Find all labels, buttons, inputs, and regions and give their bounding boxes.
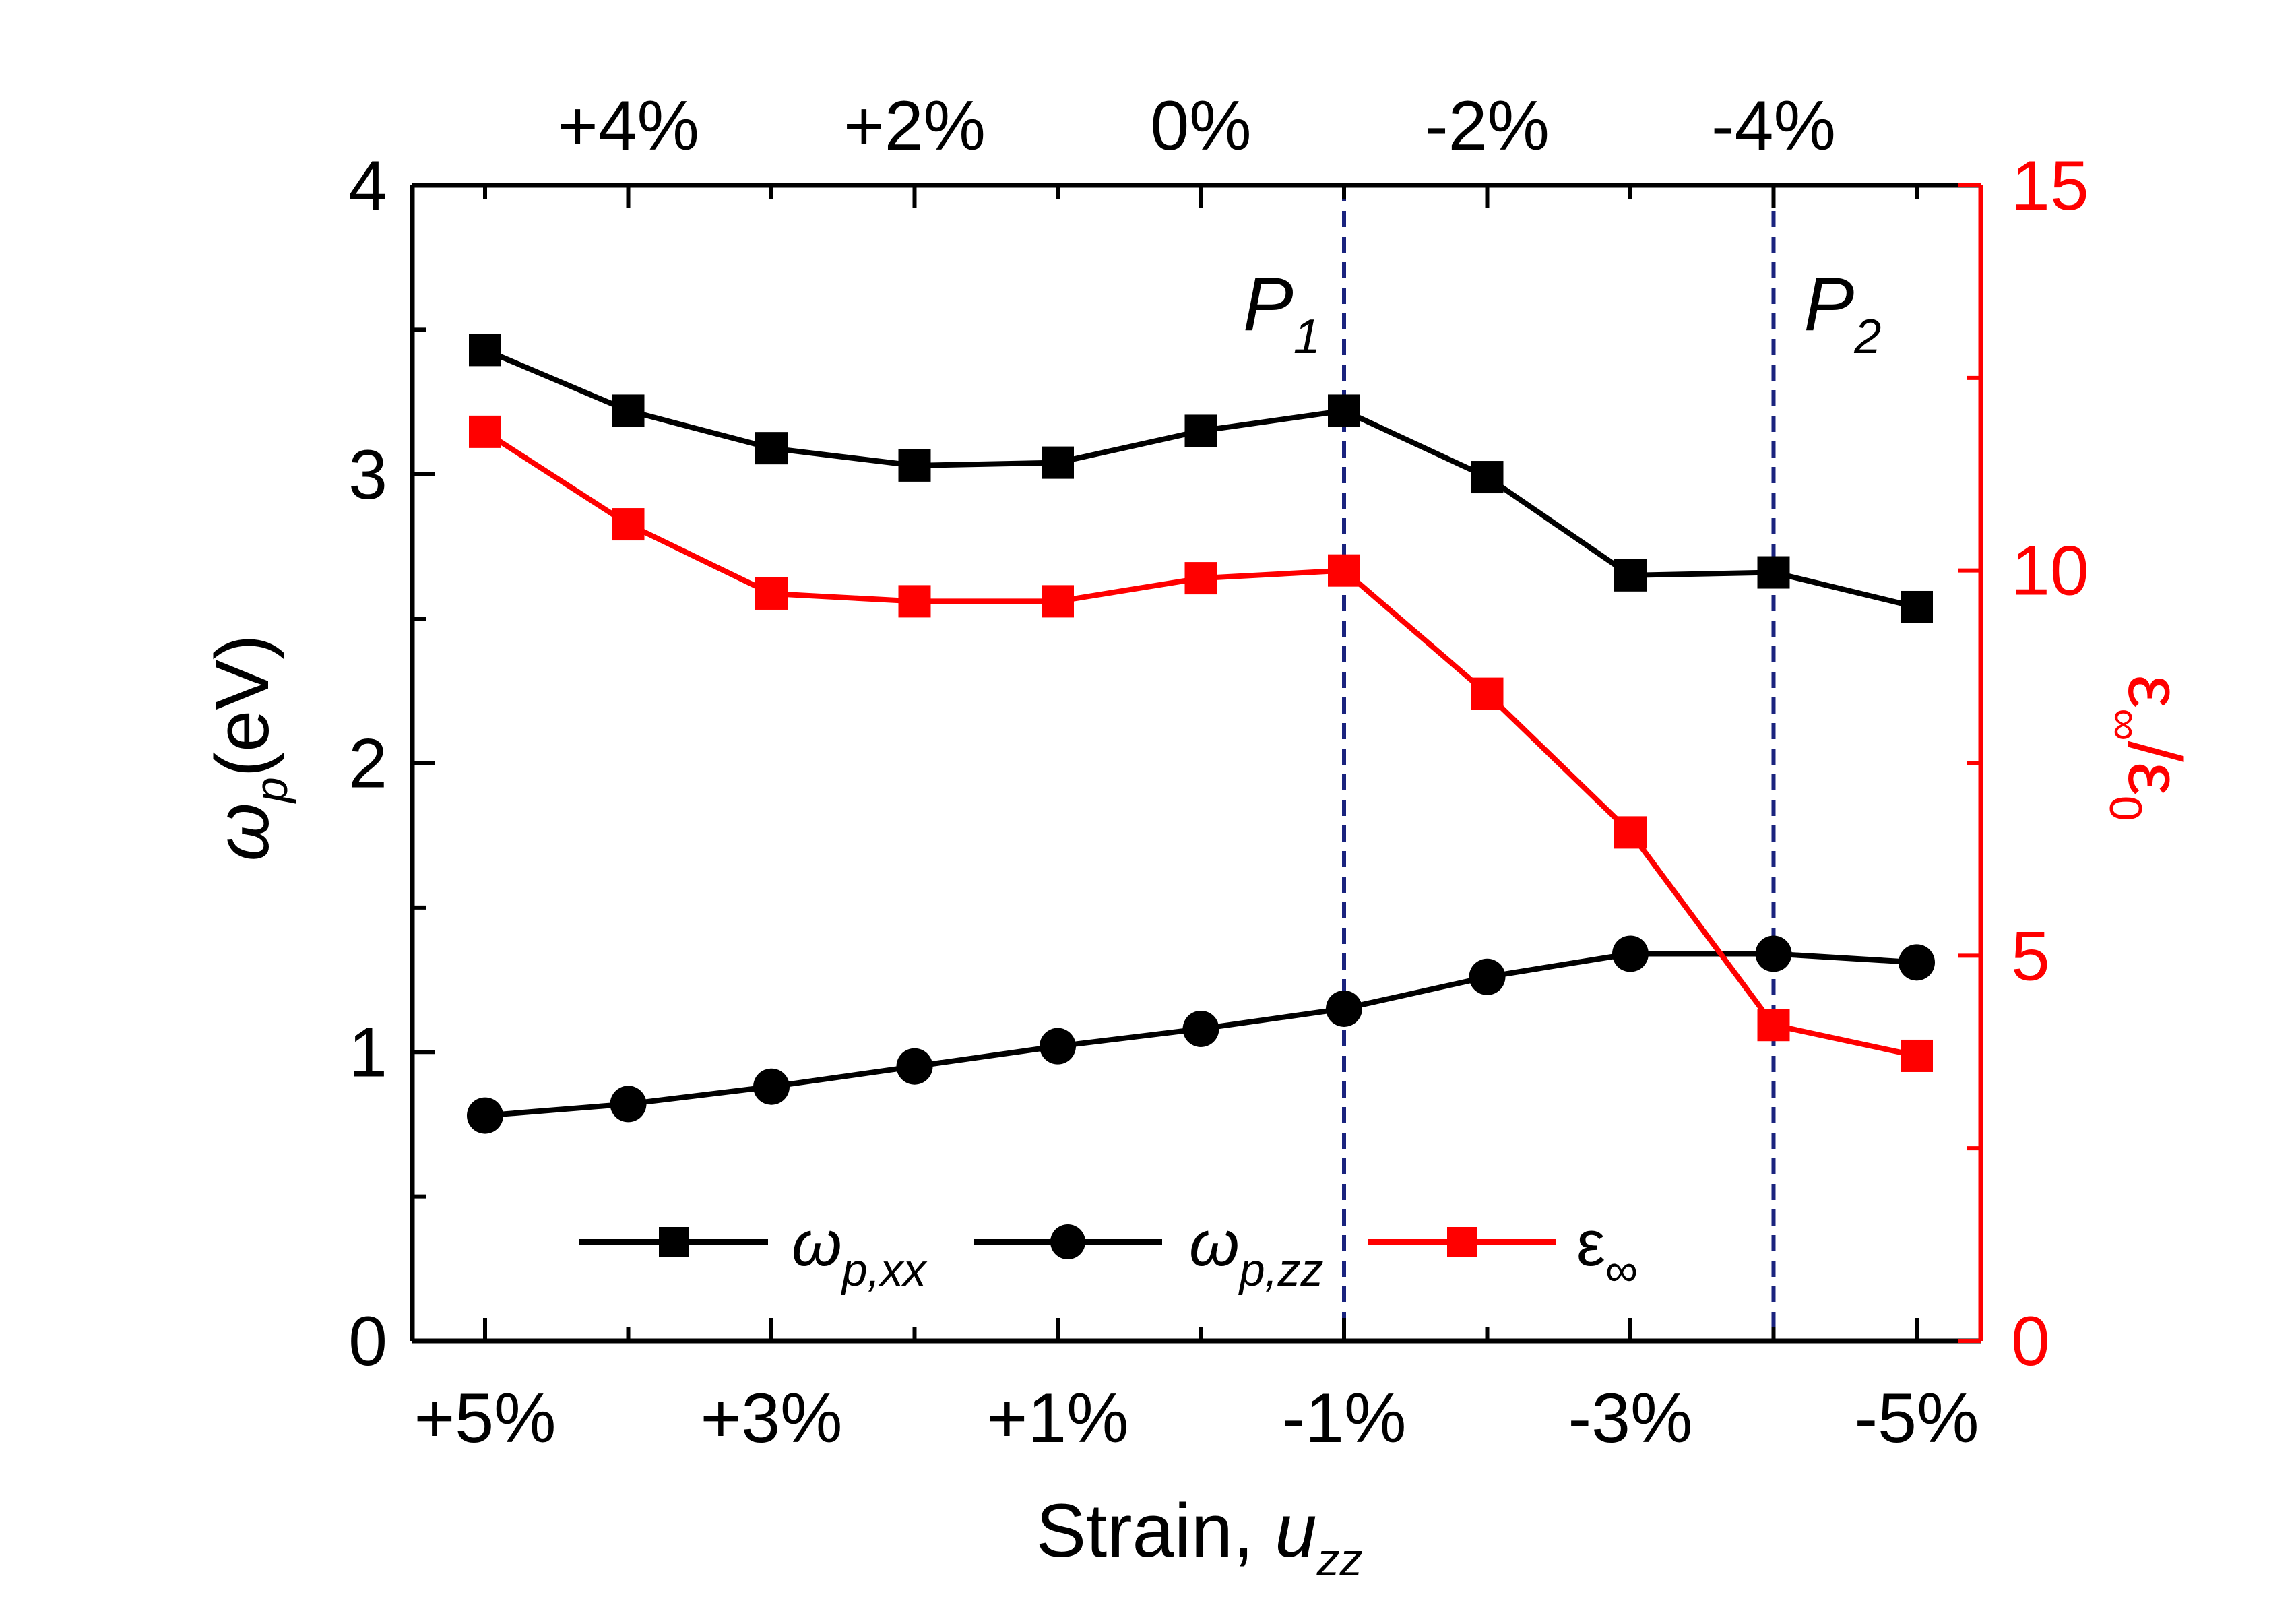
- x-top-tick-label-4: -2%: [1425, 87, 1550, 165]
- y-right-axis-title: ε∞/ε0: [2100, 674, 2197, 821]
- y-left-title-unit: (eV): [200, 635, 284, 778]
- x-bottom-tick-label-1: +5%: [414, 1379, 556, 1457]
- legend-label-epsilon: ε∞: [1576, 1207, 1638, 1296]
- legend-marker-omega-xx: [659, 1227, 689, 1257]
- x-bottom-tick-label-4: -1%: [1282, 1379, 1407, 1457]
- x-bottom-tick-label-3: +1%: [986, 1379, 1128, 1457]
- legend-label-omega-zz: ωp,zz: [1189, 1207, 1323, 1296]
- series-1-point-9: [1614, 559, 1647, 592]
- series-2-point-5: [1040, 1028, 1076, 1065]
- y-left-axis-title: ωp(eV): [200, 635, 297, 862]
- y-right-tick-label-3: 10: [2011, 532, 2089, 610]
- series-2-point-7: [1326, 990, 1362, 1027]
- legend: ωp,xx ωp,zz ε∞: [579, 1207, 1638, 1296]
- series-1-point-7: [1328, 394, 1360, 427]
- series-3-point-6: [1184, 562, 1217, 595]
- series-line-3: [483, 429, 1917, 1059]
- y-left-tick-label-1: 0: [348, 1302, 387, 1381]
- x-top-tick-label-5: -4%: [1711, 87, 1836, 165]
- series-3-point-10: [1757, 1009, 1790, 1042]
- x-bottom-tick-label-2: +3%: [700, 1379, 842, 1457]
- series-3-point-7: [1328, 554, 1360, 587]
- series-3-point-11: [1901, 1039, 1933, 1072]
- vline-label-1: P1: [1243, 262, 1320, 364]
- y-right-title-sub2: 0: [2100, 796, 2151, 821]
- y-right-title-sub: ∞: [2100, 708, 2151, 741]
- y-right-title-var: ε: [2113, 674, 2197, 708]
- series-2-point-2: [610, 1086, 647, 1123]
- series-1-point-4: [898, 449, 931, 482]
- x-top-tick-label-1: +4%: [557, 87, 699, 165]
- y-right-tick-label-4: 15: [2011, 147, 2089, 225]
- svg-text:ε∞/ε0: ε∞/ε0: [2100, 674, 2197, 821]
- x-bottom-tick-label-5: -3%: [1568, 1379, 1693, 1457]
- series-3-point-2: [612, 508, 645, 541]
- legend-marker-omega-zz: [1050, 1224, 1085, 1259]
- vertical-marker-lines: [1342, 185, 1776, 1341]
- series-1-point-11: [1901, 590, 1933, 623]
- series-2-point-6: [1182, 1010, 1219, 1047]
- x-title-var: u: [1275, 1488, 1316, 1573]
- vline-label-2: P2: [1804, 262, 1882, 364]
- series-2-point-9: [1612, 935, 1649, 972]
- series-1-point-10: [1757, 556, 1790, 589]
- y-right-title-rest: /ε: [2113, 741, 2197, 796]
- y-left-tick-label-5: 4: [348, 147, 387, 225]
- series-3-point-4: [898, 585, 931, 618]
- series-1-point-8: [1471, 461, 1504, 494]
- series-1-point-2: [612, 394, 645, 427]
- y-right-tick-label-1: 0: [2011, 1302, 2050, 1381]
- axis-labels: P1 P2 +5% +3% +1% -1% -3% -5% +4% +2% 0% -2% -4% 0 1 2 3…: [348, 87, 2089, 1457]
- series-2-point-1: [467, 1097, 503, 1134]
- series-2-point-4: [896, 1048, 933, 1085]
- series-2-point-10: [1755, 935, 1792, 972]
- series-1-point-5: [1042, 446, 1074, 479]
- series-2-point-8: [1469, 958, 1506, 995]
- svg-text:ωp(eV): ωp(eV): [200, 635, 297, 862]
- x-top-tick-label-2: +2%: [843, 87, 986, 165]
- series-1-point-6: [1184, 414, 1217, 447]
- series-3-point-5: [1042, 585, 1074, 618]
- y-left-title-var: ω: [200, 803, 284, 861]
- y-right-tick-label-2: 5: [2011, 917, 2050, 995]
- series-3-point-9: [1614, 816, 1647, 849]
- series-3-point-1: [469, 415, 501, 448]
- axes: [410, 183, 1983, 1344]
- series-3-point-8: [1471, 677, 1504, 710]
- x-axis-title: Strain, uzz: [1035, 1488, 1362, 1585]
- x-title-sub: zz: [1316, 1534, 1363, 1585]
- series-3-point-3: [755, 577, 788, 610]
- series-2-point-11: [1899, 944, 1935, 981]
- y-left-tick-label-3: 2: [348, 725, 387, 803]
- x-bottom-tick-label-6: -5%: [1855, 1379, 1979, 1457]
- series-1-point-1: [469, 334, 501, 367]
- x-title-main: Strain,: [1035, 1488, 1275, 1573]
- series-1-point-3: [755, 432, 788, 465]
- legend-marker-epsilon: [1447, 1227, 1477, 1257]
- legend-label-omega-xx: ωp,xx: [792, 1207, 927, 1296]
- y-left-tick-label-4: 3: [348, 436, 387, 514]
- data-series: [467, 334, 1935, 1134]
- series-2-point-3: [753, 1068, 790, 1105]
- x-top-tick-label-3: 0%: [1150, 87, 1251, 165]
- y-left-title-sub: p: [246, 777, 297, 804]
- y-left-tick-label-2: 1: [348, 1013, 387, 1092]
